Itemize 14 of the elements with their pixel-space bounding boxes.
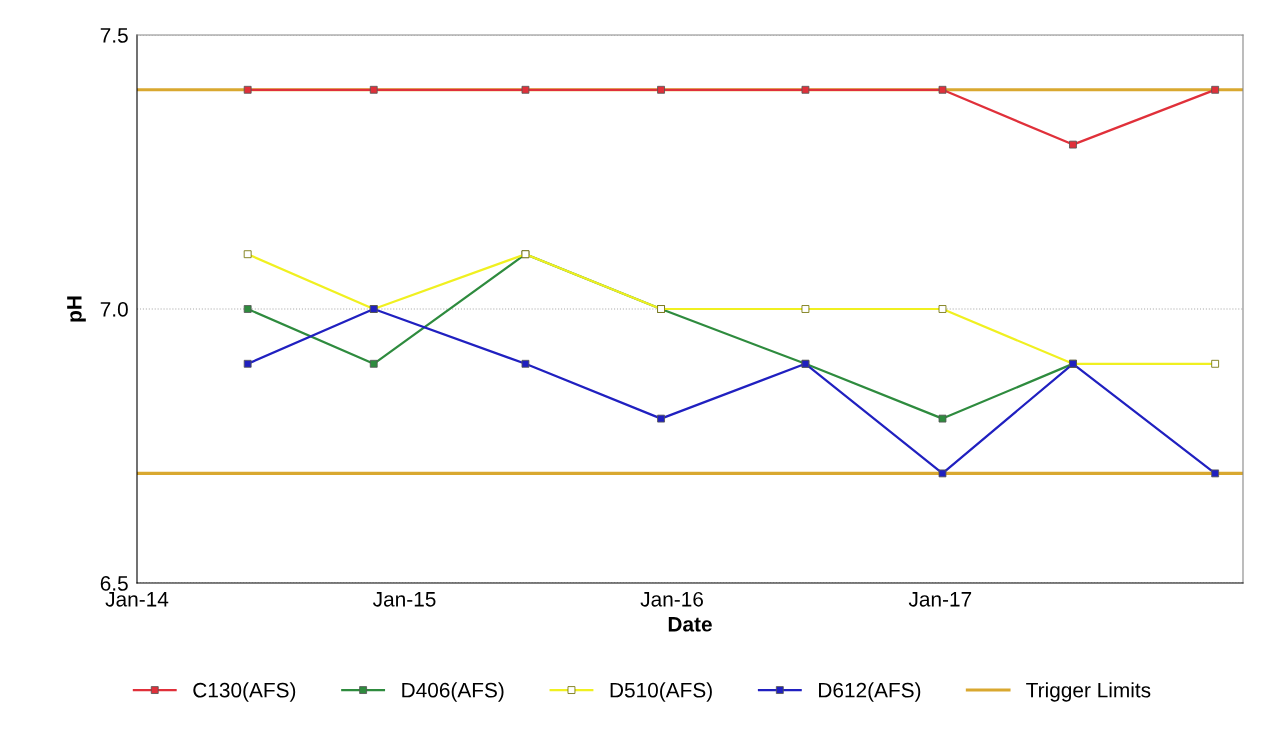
x-tick-label: Jan-17 [908,592,972,607]
x-tick-label: Jan-14 [105,592,169,607]
y-tick-label: 7.5 [100,28,128,43]
x-tick-label: Jan-15 [373,592,436,607]
legend-label: D510(AFS) [610,682,712,702]
x-tick-label: Jan-16 [640,591,703,607]
legend-label: D612(AFS) [819,682,921,702]
y-axis-title: pH [67,296,86,322]
x-axis-title: Date [668,617,712,632]
legend-label: Trigger Limits [1026,682,1151,702]
legend-label: C130(AFS) [193,682,296,702]
y-tick-label: 7.0 [100,302,128,317]
y-tick-label: 6.5 [100,576,128,591]
legend-label: D406(AFS) [402,682,504,702]
